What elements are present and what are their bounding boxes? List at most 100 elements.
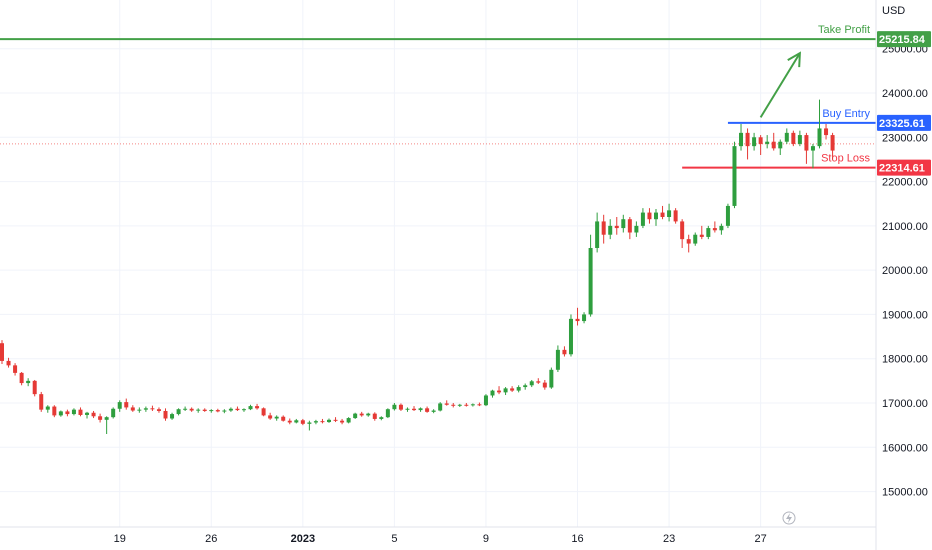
candle-body xyxy=(19,372,24,384)
candle-body xyxy=(13,365,18,373)
candle xyxy=(405,407,410,412)
candle xyxy=(536,378,541,384)
candle-body xyxy=(392,404,397,410)
candle xyxy=(555,345,560,372)
candle-body xyxy=(673,210,678,222)
candle-body xyxy=(143,408,148,410)
candle xyxy=(418,407,423,412)
candle-body xyxy=(575,318,580,322)
candle xyxy=(327,418,331,423)
candle xyxy=(333,417,338,423)
y-tick-label: 24000.00 xyxy=(882,88,928,100)
price-tag-bg xyxy=(877,159,931,176)
candle xyxy=(784,128,789,144)
candle xyxy=(241,408,246,412)
candle-body xyxy=(248,406,253,410)
candle xyxy=(228,407,233,412)
candle xyxy=(156,407,161,413)
price-tags: 25215.84 23325.61 22314.61 xyxy=(877,31,931,176)
candle xyxy=(392,403,397,411)
candle xyxy=(706,225,711,240)
candle-body xyxy=(222,410,227,412)
candle xyxy=(353,412,358,419)
candle-body xyxy=(209,410,214,412)
candle xyxy=(130,405,135,412)
candle-layer xyxy=(0,99,835,434)
candle-body xyxy=(412,408,417,411)
x-tick-label: 5 xyxy=(391,533,397,545)
candle-body xyxy=(307,422,312,424)
candle xyxy=(549,367,554,389)
candle xyxy=(640,208,645,229)
candle xyxy=(281,415,286,422)
candle xyxy=(385,408,390,419)
candle xyxy=(320,418,325,424)
candle-body xyxy=(510,388,515,391)
x-tick-label: 23 xyxy=(663,533,675,545)
y-tick-label: 15000.00 xyxy=(882,487,928,499)
candle xyxy=(804,132,809,164)
candle xyxy=(483,394,488,407)
candle xyxy=(313,419,318,425)
candle-body xyxy=(601,221,606,235)
candle xyxy=(398,403,403,411)
price-tag: 22314.61 xyxy=(879,163,925,175)
candle-body xyxy=(398,404,403,410)
candle xyxy=(13,363,18,376)
level-layer: Take Profit Buy Entry Stop Loss xyxy=(0,24,876,169)
candle-body xyxy=(137,409,142,411)
candle xyxy=(614,217,619,235)
candle-body xyxy=(634,225,639,233)
candle xyxy=(32,379,37,397)
candle-body xyxy=(327,419,331,423)
candle xyxy=(758,135,763,155)
candle-body xyxy=(202,409,207,411)
candle-body xyxy=(457,404,462,406)
candle xyxy=(91,410,96,419)
candle-body xyxy=(235,408,240,411)
candle xyxy=(719,223,724,235)
x-tick-label: 26 xyxy=(205,533,217,545)
y-tick-label: 18000.00 xyxy=(882,354,928,366)
candle-body xyxy=(241,409,246,411)
candle-body xyxy=(595,221,600,248)
candle-body xyxy=(732,146,737,206)
candle xyxy=(307,420,312,431)
arrow-layer xyxy=(759,51,801,118)
candle-body xyxy=(78,409,83,415)
candle xyxy=(261,407,266,417)
candle xyxy=(183,406,188,411)
candle xyxy=(170,412,175,420)
candle xyxy=(6,357,11,368)
candle xyxy=(52,405,57,418)
candle xyxy=(699,225,704,240)
candle-body xyxy=(385,409,390,418)
candle xyxy=(627,217,632,240)
candle xyxy=(19,372,24,386)
candle xyxy=(725,203,730,229)
candle-body xyxy=(699,234,704,237)
candle-body xyxy=(98,416,103,420)
candle xyxy=(0,340,4,365)
lightning-icon[interactable] xyxy=(782,511,796,525)
candle-body xyxy=(470,404,475,406)
candle xyxy=(71,408,76,416)
x-axis-ticks: 19 26 2023 5 9 16 23 27 xyxy=(114,533,767,545)
candle xyxy=(667,203,672,222)
price-axis-panel[interactable] xyxy=(876,0,932,550)
x-tick-label: 27 xyxy=(755,533,767,545)
candle-body xyxy=(758,137,763,144)
candle xyxy=(39,391,44,412)
candle xyxy=(111,407,116,419)
candle-body xyxy=(313,421,318,423)
candle xyxy=(516,385,521,393)
candle xyxy=(340,418,345,425)
candle-body xyxy=(215,410,220,412)
price-tag-bg xyxy=(877,114,931,131)
candle-body xyxy=(536,381,541,383)
y-tick-label: 17000.00 xyxy=(882,398,928,410)
candle xyxy=(300,418,305,426)
candle xyxy=(124,398,129,410)
candle-body xyxy=(52,406,57,416)
y-tick-label: 21000.00 xyxy=(882,221,928,233)
